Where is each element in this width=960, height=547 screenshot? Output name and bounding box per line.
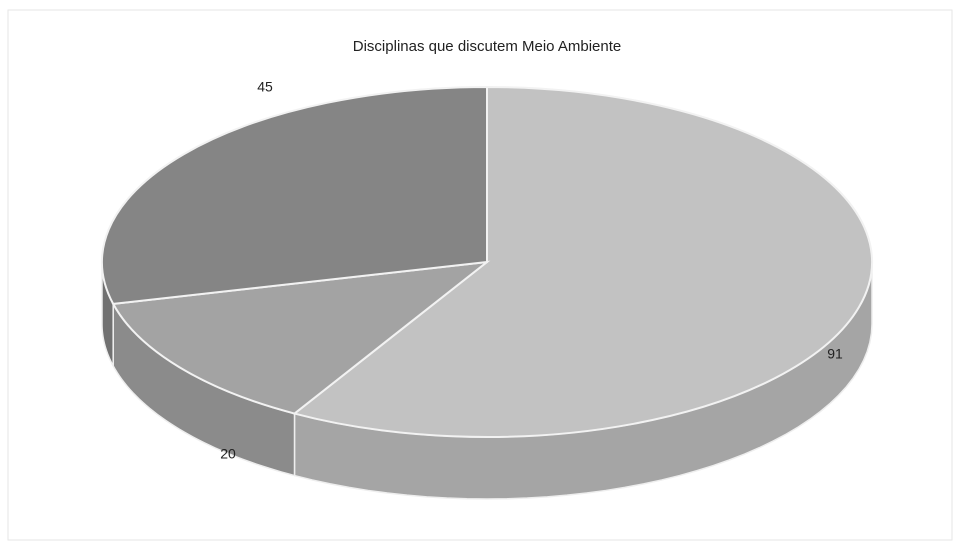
chart-title: Disciplinas que discutem Meio Ambiente (353, 38, 621, 55)
slice (101, 85, 488, 305)
data-label: 91 (827, 346, 843, 362)
slice (292, 85, 873, 438)
data-label: 45 (257, 79, 273, 95)
slice (111, 260, 491, 415)
data-label: 20 (220, 446, 236, 462)
